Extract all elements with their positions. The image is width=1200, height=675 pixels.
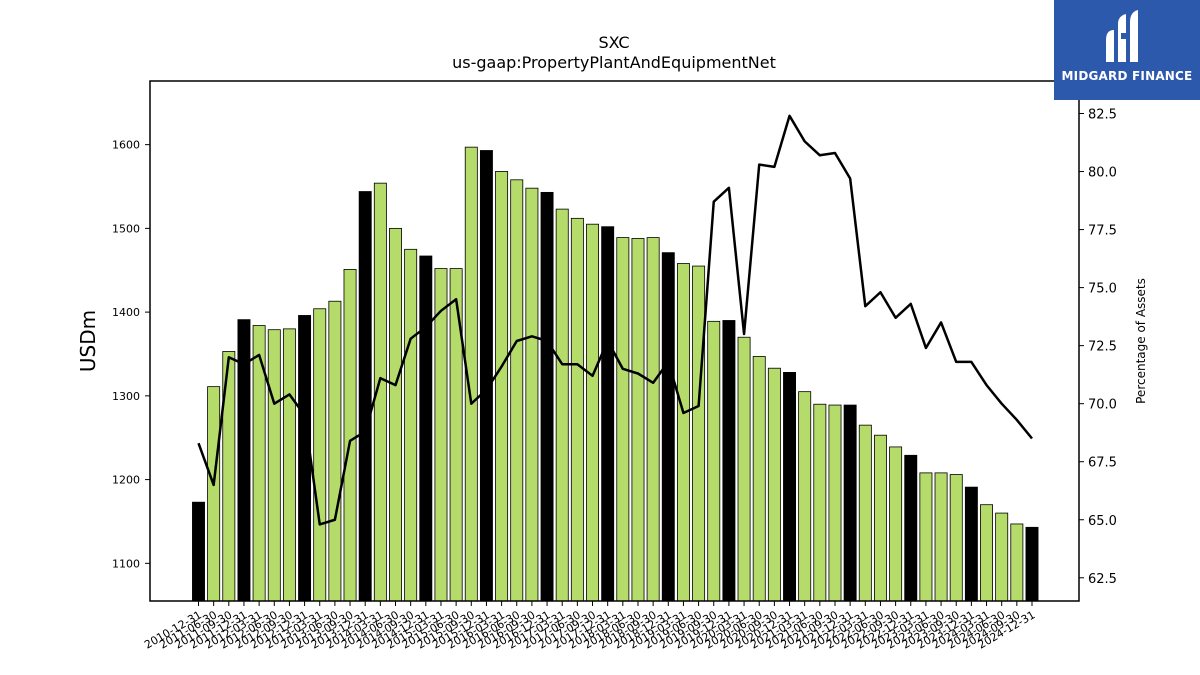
bar <box>616 237 630 602</box>
bar <box>646 237 660 602</box>
y-tick-label: 1300 <box>112 390 140 403</box>
y2-tick-label: 82.5 <box>1088 108 1117 123</box>
y2-axis-label: Percentage of Assets <box>1134 278 1148 404</box>
bar <box>676 263 690 602</box>
plot-frame <box>149 80 1080 602</box>
bar <box>358 191 372 602</box>
y-tick-label: 1400 <box>112 306 140 319</box>
bar <box>889 446 903 602</box>
bar <box>980 504 993 602</box>
bar <box>192 501 205 602</box>
bar <box>722 320 736 602</box>
bar-series <box>192 146 1039 602</box>
bar <box>601 226 615 602</box>
y-tick-label: 1500 <box>112 222 140 235</box>
bar <box>631 238 645 602</box>
chart-subtitle: us-gaap:PropertyPlantAndEquipmentNet <box>452 53 776 72</box>
brand-logo: MIDGARD FINANCE <box>1054 0 1200 100</box>
bar <box>934 472 948 602</box>
bar <box>828 404 842 602</box>
x-axis: 2010-12-312011-06-302011-09-302011-12-31… <box>142 601 1038 652</box>
bar <box>949 474 963 602</box>
bar <box>282 328 296 602</box>
bar <box>479 150 493 602</box>
bar <box>752 356 766 602</box>
y2-tick-label: 80.0 <box>1088 166 1117 181</box>
y2-tick-label: 75.0 <box>1088 282 1117 297</box>
y-tick-label: 1200 <box>112 474 140 487</box>
bar <box>267 329 281 602</box>
bar <box>1025 526 1039 602</box>
bar <box>919 472 933 602</box>
bar <box>767 367 781 602</box>
line-path <box>197 114 1033 526</box>
bar <box>495 171 509 602</box>
y2-tick-label: 72.5 <box>1088 340 1117 355</box>
bar <box>570 217 584 602</box>
bar <box>692 265 706 602</box>
bar <box>707 320 721 602</box>
bar <box>798 391 812 602</box>
bar <box>661 252 675 602</box>
bar <box>328 300 342 602</box>
line-series <box>197 114 1033 526</box>
bar <box>904 454 918 602</box>
y-axis-right: 62.5 65.0 67.5 70.0 72.5 75.0 77.5 80.0 82.5 <box>1079 108 1117 587</box>
bar <box>1010 523 1024 602</box>
bar <box>449 268 463 602</box>
y2-tick-label: 62.5 <box>1088 572 1117 587</box>
bar <box>510 179 524 602</box>
bar <box>298 315 312 602</box>
bar <box>419 255 433 602</box>
bar <box>586 223 599 602</box>
logo-mark-icon <box>1106 10 1138 62</box>
bar <box>858 424 872 602</box>
bar <box>343 269 357 602</box>
bar <box>525 187 539 602</box>
y2-tick-label: 65.0 <box>1088 514 1117 529</box>
bar <box>813 403 827 602</box>
bar <box>964 486 978 602</box>
bar <box>873 434 887 602</box>
y2-tick-label: 67.5 <box>1088 456 1117 471</box>
y2-tick-label: 70.0 <box>1088 398 1117 413</box>
bar <box>404 248 418 602</box>
y2-tick-label: 77.5 <box>1088 224 1117 239</box>
bar <box>783 371 796 602</box>
bar <box>434 268 448 602</box>
bar <box>540 191 554 602</box>
bar <box>995 512 1009 602</box>
bar <box>313 308 327 602</box>
y-axis-label: USDm <box>76 310 100 372</box>
bar <box>737 336 751 602</box>
bar <box>843 404 857 602</box>
bar <box>207 386 221 602</box>
y-tick-label: 1600 <box>112 139 140 152</box>
chart-title: SXC <box>598 33 629 52</box>
logo-text: MIDGARD FINANCE <box>1061 69 1193 83</box>
bar <box>389 227 402 602</box>
y-axis-left: 1100 1200 1300 1400 1500 1600 <box>112 139 150 570</box>
y-tick-label: 1100 <box>112 557 140 570</box>
bar <box>555 208 569 602</box>
